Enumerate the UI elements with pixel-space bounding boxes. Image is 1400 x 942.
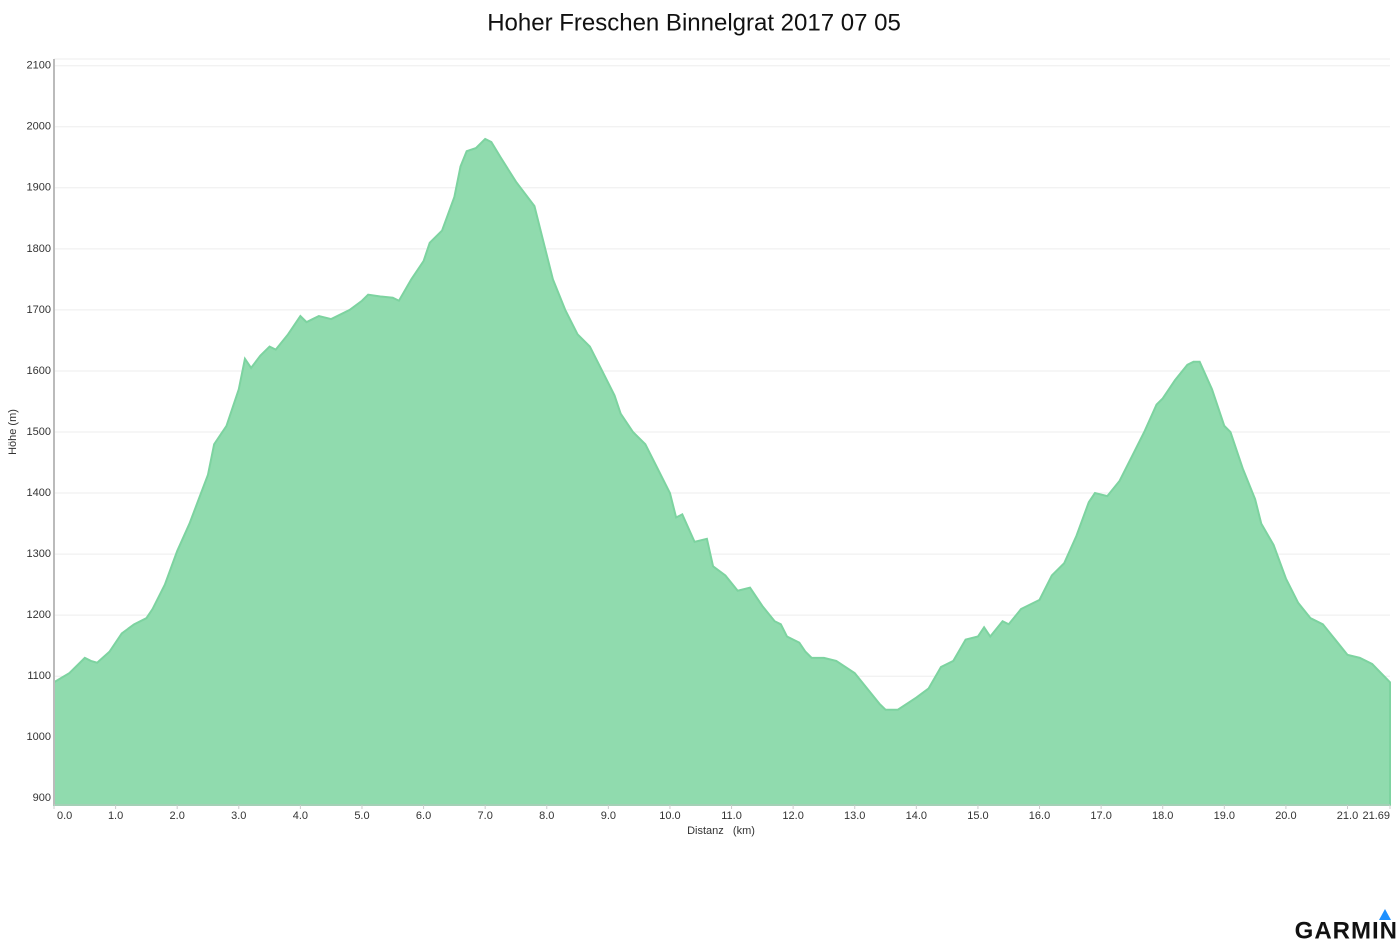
x-tick-label: 16.0 (1029, 810, 1050, 822)
x-tick-label: 21.69 (1362, 810, 1390, 822)
y-tick-label: 1700 (27, 304, 51, 316)
y-tick-label: 1600 (27, 365, 51, 377)
x-tick-label: 18.0 (1152, 810, 1173, 822)
x-tick-label: 19.0 (1214, 810, 1235, 822)
x-tick-label: 6.0 (416, 810, 431, 822)
x-tick-label: 7.0 (478, 810, 493, 822)
x-tick-label: 4.0 (293, 810, 308, 822)
y-tick-label: 2100 (27, 60, 51, 72)
x-tick-label: 9.0 (601, 810, 616, 822)
x-tick-label: 8.0 (539, 810, 554, 822)
y-tick-label: 1200 (27, 609, 51, 621)
y-tick-label: 2000 (27, 121, 51, 133)
y-tick-label: 1300 (27, 548, 51, 560)
y-axis-label: Höhe (m) (7, 409, 19, 455)
x-tick-label: 14.0 (906, 810, 927, 822)
x-tick-label: 17.0 (1090, 810, 1111, 822)
x-tick-label: 21.0 (1337, 810, 1358, 822)
y-tick-label: 1000 (27, 731, 51, 743)
elevation-area (53, 137, 1391, 806)
x-tick-label: 12.0 (782, 810, 803, 822)
y-tick-label: 1500 (27, 426, 51, 438)
y-tick-label: 1900 (27, 182, 51, 194)
x-tick-label: 11.0 (721, 810, 742, 822)
x-tick-label: 0.0 (57, 810, 72, 822)
chart-title: Hoher Freschen Binnelgrat 2017 07 05 (487, 9, 901, 36)
x-tick-label: 20.0 (1275, 810, 1296, 822)
x-tick-label: 1.0 (108, 810, 123, 822)
x-tick-label: 15.0 (967, 810, 988, 822)
x-tick-label: 2.0 (170, 810, 185, 822)
x-tick-label: 3.0 (231, 810, 246, 822)
brand-logo: GARMIN (1295, 917, 1398, 942)
y-tick-label: 900 (33, 792, 51, 804)
y-tick-label: 1100 (27, 670, 51, 682)
x-tick-label: 10.0 (659, 810, 680, 822)
x-axis-label: Distanz (km) (687, 825, 755, 837)
y-tick-label: 1800 (27, 243, 51, 255)
x-tick-label: 5.0 (354, 810, 369, 822)
brand-icon (1379, 909, 1391, 920)
y-tick-label: 1400 (27, 487, 51, 499)
x-tick-label: 13.0 (844, 810, 865, 822)
